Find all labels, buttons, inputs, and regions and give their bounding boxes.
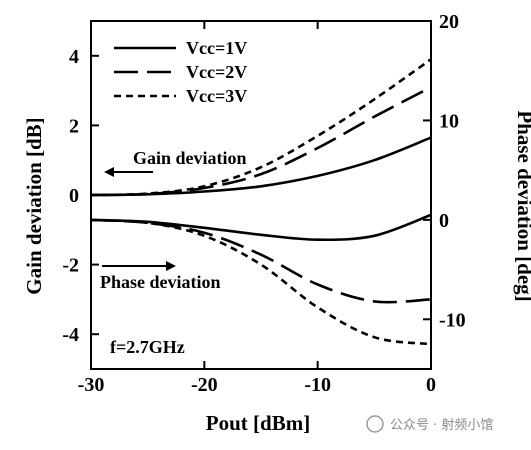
series-line-gain-vcc-3v [90,58,432,197]
right-arrow-icon [102,261,176,271]
legend-label: Vcc=3V [186,86,247,106]
phase-deviation-annotation: Phase deviation [100,272,221,292]
watermark: 公众号 · 射频小馆 [366,415,493,433]
y-left-tick-label: 2 [69,115,79,137]
watermark-text: 公众号 · 射频小馆 [390,417,493,433]
gain-deviation-annotation: Gain deviation [133,148,247,168]
series-line-gain-vcc-2v [90,85,432,197]
series-line-phase-vcc-2v [90,218,432,304]
legend: Vcc=1V Vcc=2V Vcc=3V [114,38,247,106]
y-right-tick-label: -10 [439,309,466,331]
left-arrow-icon [104,167,153,177]
x-tick-label: -30 [78,374,105,396]
y-left-tick-label: -2 [62,255,79,277]
series-lines [90,58,432,346]
wechat-icon [366,415,384,433]
x-tick-label: -10 [304,374,331,396]
y-right-tick-label: 0 [439,210,449,232]
x-tick-label: -20 [191,374,218,396]
y-right-tick-label: 20 [439,11,459,33]
y-axis-left-label: Gain deviation [dB] [22,117,46,294]
legend-label: Vcc=1V [186,38,247,58]
legend-label: Vcc=2V [186,62,247,82]
series-line-phase-vcc-3v [90,218,432,346]
y-left-tick-label: 4 [69,46,79,68]
x-tick-label: 0 [426,374,436,396]
y-left-tick-label: 0 [69,185,79,207]
series-line-phase-vcc-1v [90,213,432,242]
y-axis-right-label: Phase deviation [deg] [513,110,531,301]
frequency-annotation: f=2.7GHz [110,337,185,357]
y-left-tick-label: -4 [62,324,79,346]
y-right-tick-label: 10 [439,110,459,132]
x-axis-label: Pout [dBm] [206,411,310,435]
